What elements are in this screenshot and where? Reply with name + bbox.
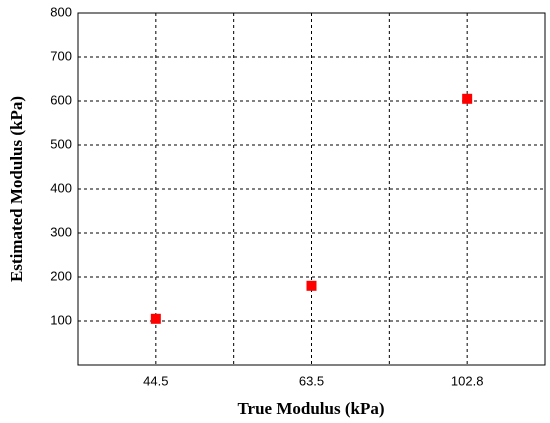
y-tick-label: 100 xyxy=(50,312,72,327)
y-tick-label: 200 xyxy=(50,268,72,283)
y-tick-label: 300 xyxy=(50,224,72,239)
marker xyxy=(306,280,317,291)
x-tick-label: 102.8 xyxy=(451,373,484,388)
y-tick-label: 500 xyxy=(50,136,72,151)
x-axis-title: True Modulus (kPa) xyxy=(237,399,384,418)
x-tick-label: 63.5 xyxy=(299,373,324,388)
marker xyxy=(462,93,473,104)
y-tick-label: 600 xyxy=(50,92,72,107)
y-tick-label: 800 xyxy=(50,4,72,19)
y-axis-title: Estimated Modulus (kPa) xyxy=(7,96,26,282)
y-tick-label: 400 xyxy=(50,180,72,195)
x-tick-label: 44.5 xyxy=(143,373,168,388)
y-tick-label: 700 xyxy=(50,48,72,63)
marker xyxy=(150,313,161,324)
